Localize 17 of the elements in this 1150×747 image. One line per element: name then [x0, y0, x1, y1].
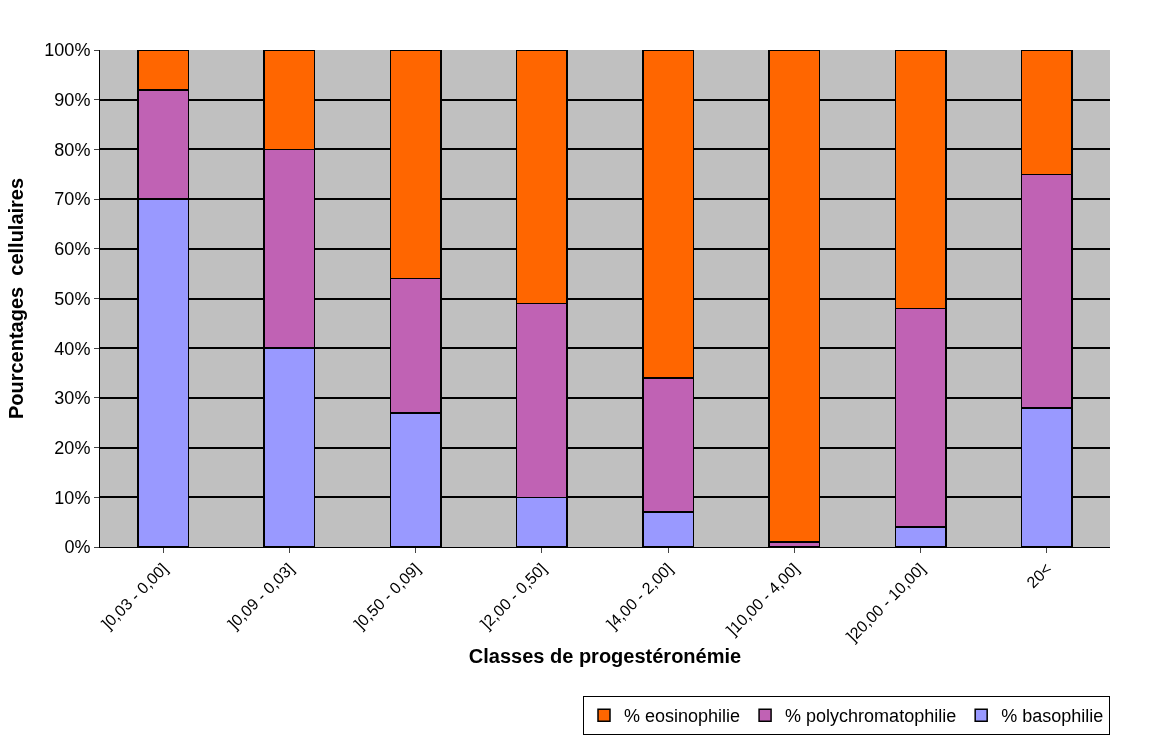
x-axis-title: Classes de progestéronémie	[468, 645, 742, 668]
legend-label: % eosinophilie	[624, 706, 741, 727]
y-tick-label: 30%	[54, 388, 91, 409]
y-tick-label: 100%	[44, 40, 91, 61]
y-tick-label: 20%	[54, 437, 91, 458]
y-axis-title: Pourcentages cellulaires	[4, 177, 27, 420]
y-tick-label: 70%	[54, 189, 91, 210]
y-tick-label: 80%	[54, 139, 91, 160]
legend-label: % basophilie	[1001, 706, 1104, 727]
legend-label: % polychromatophilie	[785, 706, 957, 727]
y-tick-label: 90%	[54, 90, 91, 110]
y-tick-label: 60%	[54, 239, 91, 260]
y-tick-label: 10%	[54, 487, 91, 508]
y-tick-label: 0%	[64, 537, 91, 558]
y-tick-label: 50%	[54, 288, 91, 309]
x-tick-label: 20<	[1023, 559, 1055, 592]
y-tick-label: 40%	[54, 338, 91, 359]
